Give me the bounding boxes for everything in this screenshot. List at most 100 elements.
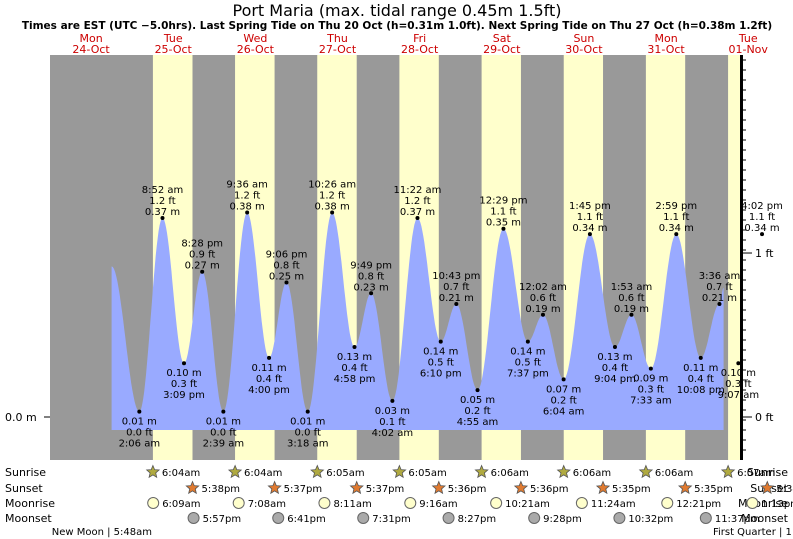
axes: 0.0 m 0 ft 1 ft — [5, 55, 774, 460]
low-tide-label: 0.5 ft — [428, 358, 454, 369]
tide-point — [369, 291, 374, 296]
sunset-star-icon — [595, 480, 611, 495]
tide-labels: 0.01 m0.0 ft2:06 am8:52 am1.2 ft0.37 m0.… — [119, 180, 783, 450]
right-axis-line — [740, 55, 743, 460]
moonset-time: 10:32pm — [628, 514, 673, 525]
sunrise-star-icon — [310, 464, 325, 479]
moonset-time: 9:28pm — [543, 514, 582, 525]
sunrise-time: 6:05am — [326, 468, 364, 479]
low-tide-label: 0.4 ft — [256, 374, 282, 385]
tide-point — [475, 388, 480, 393]
high-tide-label: 0.37 m — [400, 207, 435, 218]
low-tide-label: 0.07 m — [546, 384, 581, 395]
sunset-time: 5:37pm — [366, 484, 405, 495]
sunset-time: 5:34pm — [776, 484, 793, 495]
low-tide-label: 0.13 m — [597, 352, 632, 363]
high-tide-label: 1:45 pm — [569, 201, 611, 212]
tide-point — [587, 232, 592, 237]
low-tide-label: 0.14 m — [510, 347, 545, 358]
high-tide-label: 11:22 am — [394, 185, 442, 196]
low-tide-label: 4:00 pm — [248, 385, 290, 396]
low-tide-label: 3:09 pm — [163, 390, 205, 401]
low-tide-label: 10:08 pm — [677, 385, 725, 396]
moonrise-time: 12:21pm — [676, 499, 721, 510]
tide-point — [501, 226, 506, 231]
tide-point — [736, 361, 741, 366]
high-tide-label: 4:02 pm — [741, 201, 783, 212]
low-tide-label: 6:04 am — [543, 406, 585, 417]
low-tide-label: 0.5 ft — [515, 358, 541, 369]
astro-row-label-right: Sunrise — [747, 466, 788, 479]
date-label: 28-Oct — [401, 43, 439, 56]
moonrise-time: 1:13pm — [761, 499, 793, 510]
day-label: Mon — [654, 32, 677, 45]
low-tide-label: 0.11 m — [683, 363, 718, 374]
chart-subtitle: Times are EST (UTC −5.0hrs). Last Spring… — [22, 20, 772, 32]
astro-row-label-right: Moonset — [741, 512, 788, 525]
tide-point — [717, 302, 722, 307]
sunrise-time: 6:07am — [737, 468, 775, 479]
moonset-circle-icon — [357, 512, 370, 524]
moonrise-circle-icon — [575, 497, 588, 509]
right-axis-label: 1 ft — [755, 247, 774, 260]
sunrise-star-icon — [227, 464, 243, 479]
sunrise-time: 6:06am — [491, 468, 529, 479]
high-tide-label: 3:36 am — [699, 271, 741, 282]
low-tide-label: 0.0 ft — [295, 428, 321, 439]
moonrise-circle-icon — [147, 497, 160, 509]
high-tide-label: 1:53 am — [611, 282, 653, 293]
astro-row-label-left: Moonset — [5, 512, 52, 525]
moonrise-time: 11:24am — [591, 499, 636, 510]
sunset-star-icon — [678, 480, 693, 495]
sunrise-star-icon — [145, 464, 161, 479]
moonset-circle-icon — [442, 512, 455, 524]
low-tide-label: 0.01 m — [290, 417, 325, 428]
left-axis-label: 0.0 m — [5, 411, 37, 424]
sunset-time: 5:36pm — [530, 484, 569, 495]
moonrise-time: 10:21am — [505, 499, 550, 510]
sunset-star-icon — [431, 480, 446, 495]
moonrise-circle-icon — [746, 497, 759, 509]
day-label: Wed — [243, 32, 267, 45]
sunrise-time: 6:05am — [408, 468, 446, 479]
right-axis-label: 0 ft — [755, 411, 774, 424]
low-tide-label: 0.4 ft — [688, 374, 714, 385]
sunset-star-icon — [185, 480, 200, 495]
low-tide-label: 0.3 ft — [638, 385, 664, 396]
sunrise-star-icon — [556, 464, 571, 479]
moonrise-time: 8:11am — [333, 499, 371, 510]
sunrise-time: 6:06am — [655, 468, 693, 479]
low-tide-label: 7:33 am — [630, 396, 672, 407]
tide-point — [415, 215, 420, 220]
sunset-time: 5:37pm — [284, 484, 323, 495]
high-tide-label: 0.25 m — [269, 272, 304, 283]
date-label: 30-Oct — [565, 43, 603, 56]
tide-point — [160, 215, 165, 220]
low-tide-label: 9:07 am — [718, 390, 760, 401]
sunrise-time: 6:04am — [244, 468, 282, 479]
high-tide-label: 0.38 m — [230, 202, 265, 213]
daylight-band — [728, 55, 740, 460]
tide-point — [352, 345, 357, 350]
high-tide-label: 1.2 ft — [404, 196, 430, 207]
day-headers: Mon24-OctTue25-OctWed26-OctThu27-OctFri2… — [72, 32, 768, 56]
day-label: Thu — [326, 32, 348, 45]
low-tide-label: 3:18 am — [287, 439, 329, 450]
low-tide-label: 7:37 pm — [507, 369, 549, 380]
tide-point — [137, 409, 142, 414]
low-tide-label: 0.0 ft — [210, 428, 236, 439]
low-tide-label: 0.10 m — [721, 368, 756, 379]
high-tide-label: 12:29 pm — [479, 196, 527, 207]
moonrise-circle-icon — [490, 497, 503, 509]
high-tide-label: 1.1 ft — [490, 207, 516, 218]
high-tide-label: 1.1 ft — [749, 212, 775, 223]
high-tide-label: 9:06 pm — [266, 250, 308, 261]
moonset-circle-icon — [187, 512, 200, 524]
high-tide-label: 2:59 pm — [655, 201, 697, 212]
moonrise-time: 6:09am — [162, 499, 200, 510]
low-tide-label: 0.4 ft — [602, 363, 628, 374]
moonrise-circle-icon — [404, 497, 417, 509]
day-label: Tue — [163, 32, 183, 45]
moonset-circle-icon — [613, 512, 626, 524]
high-tide-label: 8:52 am — [142, 185, 184, 196]
